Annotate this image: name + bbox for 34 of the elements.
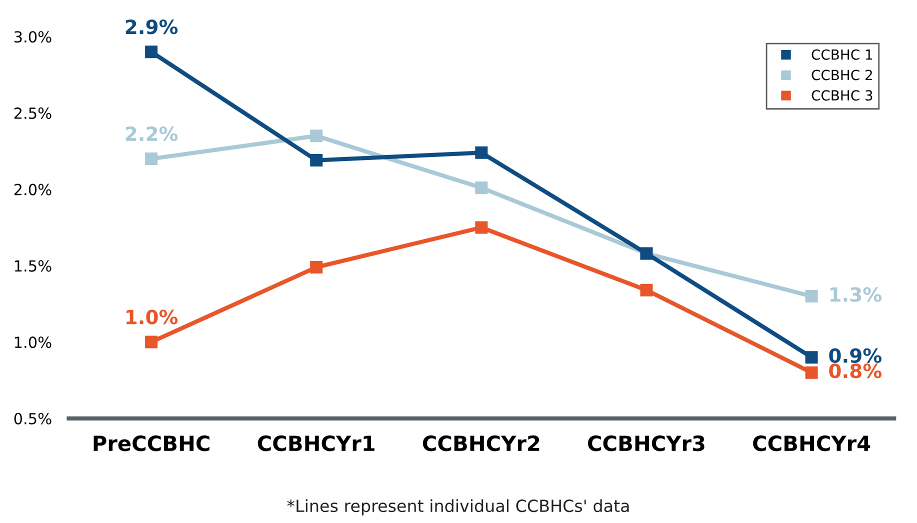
point <box>145 46 158 58</box>
x-tick-label: PreCCBHC <box>94 435 210 452</box>
point <box>145 152 158 166</box>
point <box>475 221 488 234</box>
x-tick-label: CCBHCYr1 <box>258 435 374 452</box>
y-tick-label: 2.5% <box>14 107 52 119</box>
legend-label: CCBHC 3 <box>812 90 872 101</box>
y-tick-label: 3.0% <box>14 31 52 43</box>
point <box>475 182 488 194</box>
y-tick-label: 0.5% <box>14 412 52 424</box>
y-tick-label: 1.5% <box>14 260 52 272</box>
point <box>475 146 488 159</box>
point <box>805 366 818 379</box>
point <box>805 290 818 302</box>
legend-label: CCBHC 2 <box>812 70 872 80</box>
x-tick-label: CCBHCYr3 <box>588 435 704 452</box>
x-tick-label: CCBHCYr4 <box>753 435 870 452</box>
point <box>805 351 818 364</box>
point <box>310 260 323 274</box>
data-label: 0.8% <box>829 364 882 378</box>
data-label: 2.2% <box>126 126 178 142</box>
x-tick-label: CCBHCYr2 <box>422 435 540 452</box>
data-label: 1.0% <box>126 310 178 324</box>
point <box>310 130 323 142</box>
data-label: 1.3% <box>830 287 882 302</box>
point <box>310 154 323 167</box>
y-tick-label: 2.0% <box>14 184 52 196</box>
text: *Lines represent individual CCBHCs' data <box>287 499 629 516</box>
data-label: 0.9% <box>829 348 882 363</box>
y-tick-label: 1.0% <box>14 336 52 348</box>
point <box>145 336 158 348</box>
legend-label: CCBHC 1 <box>812 49 872 60</box>
data-label: 2.9% <box>126 20 178 34</box>
point <box>640 284 653 296</box>
